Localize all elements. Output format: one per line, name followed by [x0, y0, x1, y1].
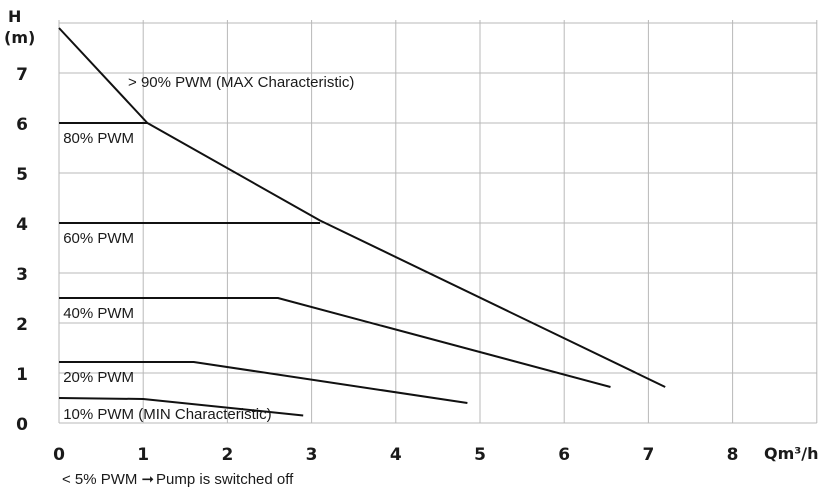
y-axis-title-line1: H [8, 7, 21, 26]
x-tick-label: 1 [137, 445, 149, 465]
arrow-icon: ➞ [141, 471, 154, 488]
y-tick-label: 1 [16, 365, 28, 385]
x-tick-label: 4 [390, 445, 402, 465]
y-tick-label: 0 [16, 415, 28, 435]
y-tick-labels: 0 1 2 3 4 5 6 7 [16, 65, 28, 435]
curve-line-0 [58, 27, 666, 388]
y-tick-label: 6 [16, 115, 28, 135]
curve-label-1: 80% PWM [63, 130, 134, 147]
curve-label-3: 40% PWM [63, 305, 134, 322]
curve-labels: > 90% PWM (MAX Characteristic) 80% PWM 60%… [63, 74, 354, 423]
x-tick-label: 6 [558, 445, 570, 465]
x-tick-labels: 0 1 2 3 4 5 6 7 8 [53, 445, 738, 465]
x-tick-label: 0 [53, 445, 65, 465]
curve-line-4 [59, 361, 468, 404]
curve-line-5 [58, 397, 304, 417]
y-axis-title-line2: (m) [4, 28, 35, 47]
y-tick-label: 4 [16, 215, 28, 235]
y-tick-label: 2 [16, 315, 28, 335]
curve-label-0: > 90% PWM (MAX Characteristic) [128, 74, 354, 91]
x-tick-label: 5 [474, 445, 486, 465]
curve-label-2: 60% PWM [63, 230, 134, 247]
curves [58, 27, 666, 417]
curve-label-5: 10% PWM (MIN Characteristic) [63, 406, 271, 423]
y-tick-label: 3 [16, 265, 28, 285]
grid [58, 20, 818, 424]
footnote-text: Pump is switched off [156, 471, 294, 488]
x-tick-label: 7 [642, 445, 654, 465]
x-axis-title: Qm³/h [764, 444, 819, 463]
y-tick-label: 5 [16, 165, 28, 185]
footnote: < 5% PWM ➞ Pump is switched off [62, 471, 294, 488]
x-tick-label: 2 [221, 445, 233, 465]
curve-label-4: 20% PWM [63, 369, 134, 386]
y-tick-label: 7 [16, 65, 28, 85]
footnote-condition: < 5% PWM [62, 471, 137, 488]
x-tick-label: 3 [306, 445, 318, 465]
x-tick-label: 8 [727, 445, 739, 465]
curve-line-3 [59, 297, 611, 388]
